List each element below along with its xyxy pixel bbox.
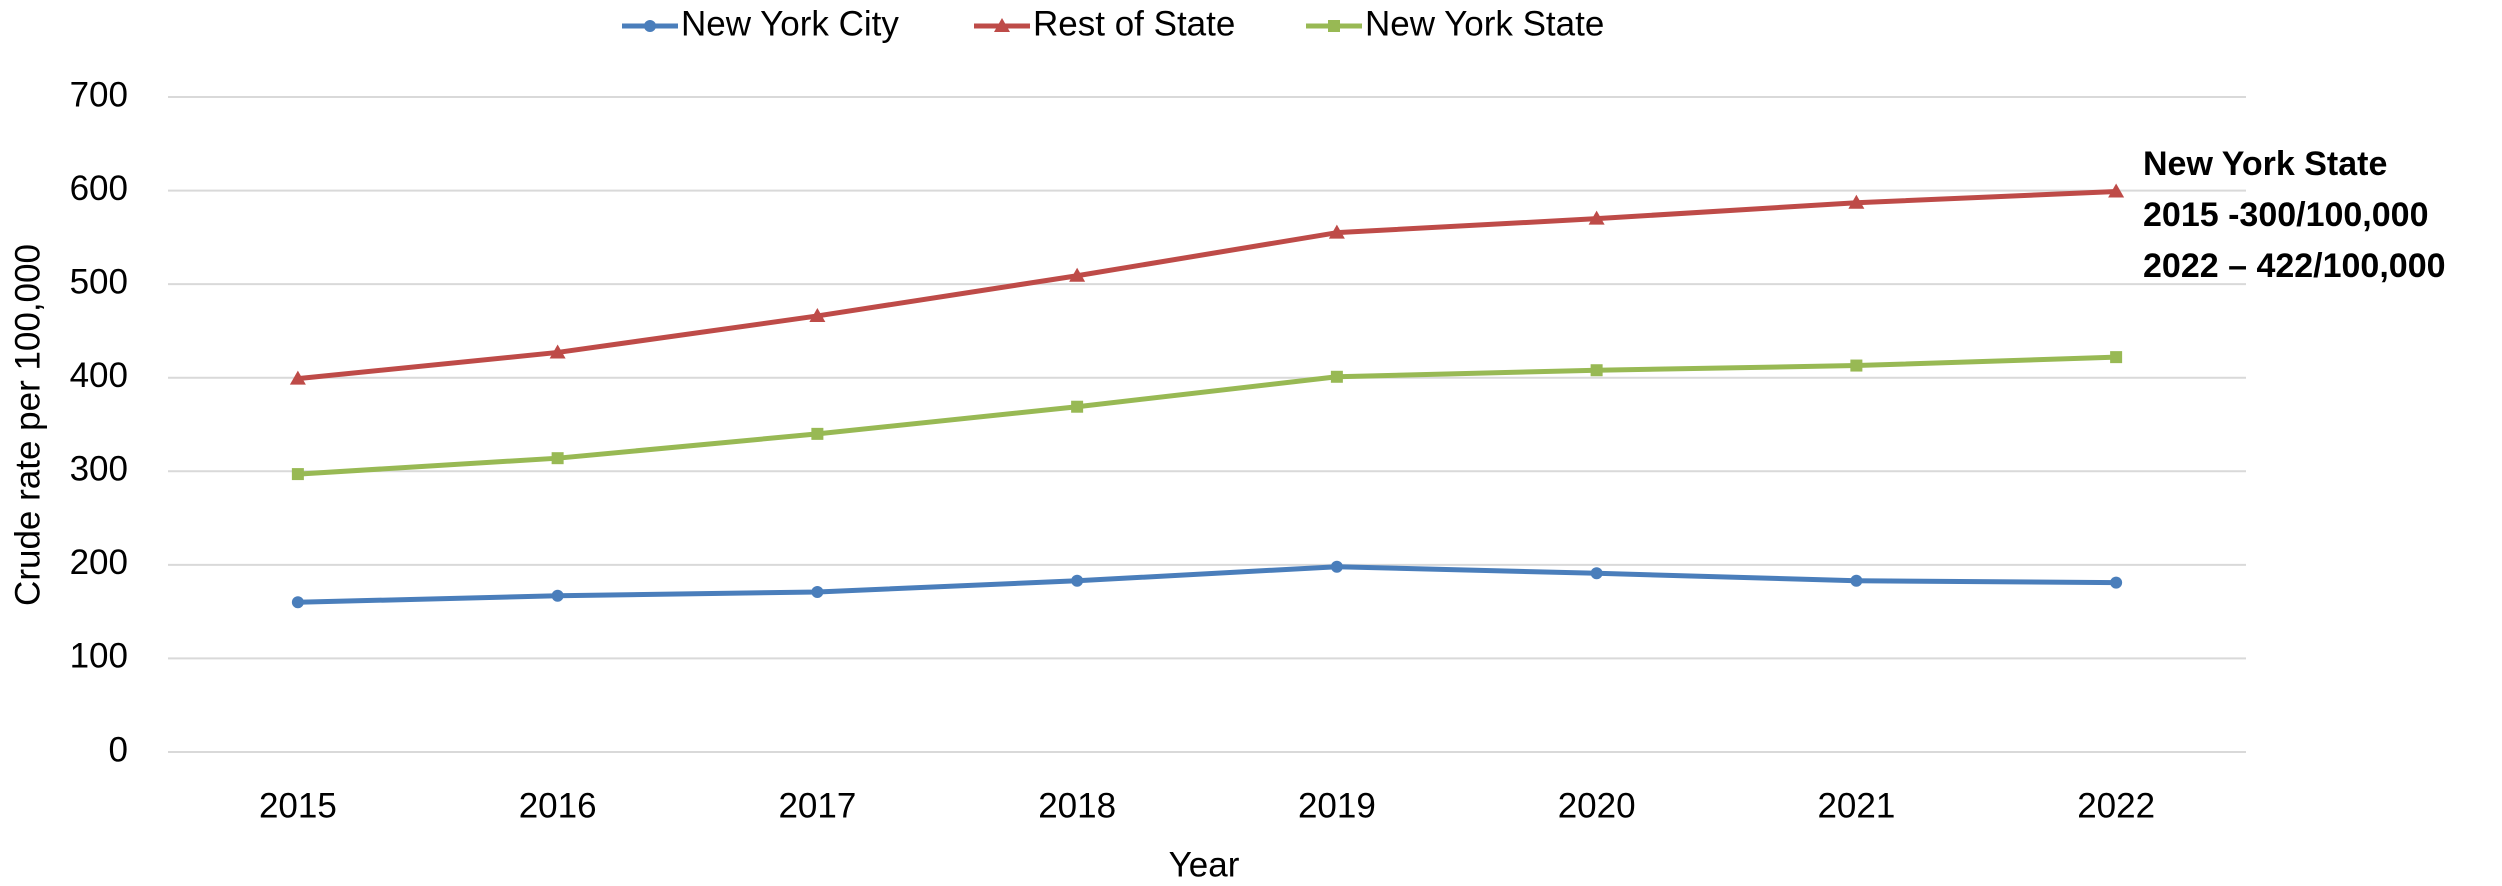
marker <box>811 585 824 598</box>
x-tick-label: 2018 <box>1038 786 1116 825</box>
y-tick-label: 0 <box>109 730 128 769</box>
marker <box>1848 194 1865 209</box>
x-tick-label: 2022 <box>2077 786 2155 825</box>
y-tick-label: 300 <box>70 450 128 489</box>
marker <box>1590 567 1603 580</box>
marker <box>1330 560 1343 573</box>
legend-label: New York City <box>681 4 899 43</box>
marker <box>1071 400 1084 413</box>
marker <box>1588 210 1605 225</box>
marker <box>1328 224 1345 239</box>
marker <box>1069 267 1086 282</box>
y-tick-label: 100 <box>70 637 128 676</box>
series-line <box>297 354 2117 477</box>
y-tick-label: 600 <box>70 169 128 208</box>
marker <box>1850 359 1863 372</box>
marker <box>811 427 824 440</box>
legend-label: New York State <box>1365 4 1604 43</box>
x-tick-label: 2020 <box>1558 786 1636 825</box>
series-line <box>297 189 2117 382</box>
annotation: 2015 -300/100,000 <box>2143 196 2428 234</box>
y-tick-label: 400 <box>70 356 128 395</box>
marker <box>2110 576 2123 589</box>
marker <box>291 596 304 609</box>
series-line <box>297 564 2117 605</box>
marker <box>1850 574 1863 587</box>
marker <box>1330 370 1343 383</box>
marker <box>549 344 566 359</box>
x-tick-label: 2021 <box>1817 786 1895 825</box>
y-tick-label: 500 <box>70 262 128 301</box>
x-tick-label: 2017 <box>778 786 856 825</box>
marker <box>644 20 656 32</box>
marker <box>1328 20 1340 32</box>
y-tick-label: 700 <box>70 75 128 114</box>
legend-label: Rest of State <box>1033 4 1235 43</box>
marker <box>994 18 1010 32</box>
y-axis-label: Crude rate per 100,000 <box>8 244 47 606</box>
x-tick-label: 2016 <box>519 786 597 825</box>
marker <box>1071 574 1084 587</box>
x-tick-label: 2019 <box>1298 786 1376 825</box>
x-axis-label: Year <box>1169 845 1240 884</box>
annotation: 2022 – 422/100,000 <box>2143 247 2446 285</box>
annotation: New York State <box>2143 145 2387 183</box>
marker <box>551 589 564 602</box>
y-tick-label: 200 <box>70 543 128 582</box>
marker <box>291 468 304 481</box>
marker <box>289 370 306 385</box>
x-tick-label: 2015 <box>259 786 337 825</box>
marker <box>1590 364 1603 377</box>
marker <box>551 452 564 465</box>
marker <box>2108 183 2125 198</box>
marker <box>2110 351 2123 364</box>
marker <box>809 307 826 322</box>
